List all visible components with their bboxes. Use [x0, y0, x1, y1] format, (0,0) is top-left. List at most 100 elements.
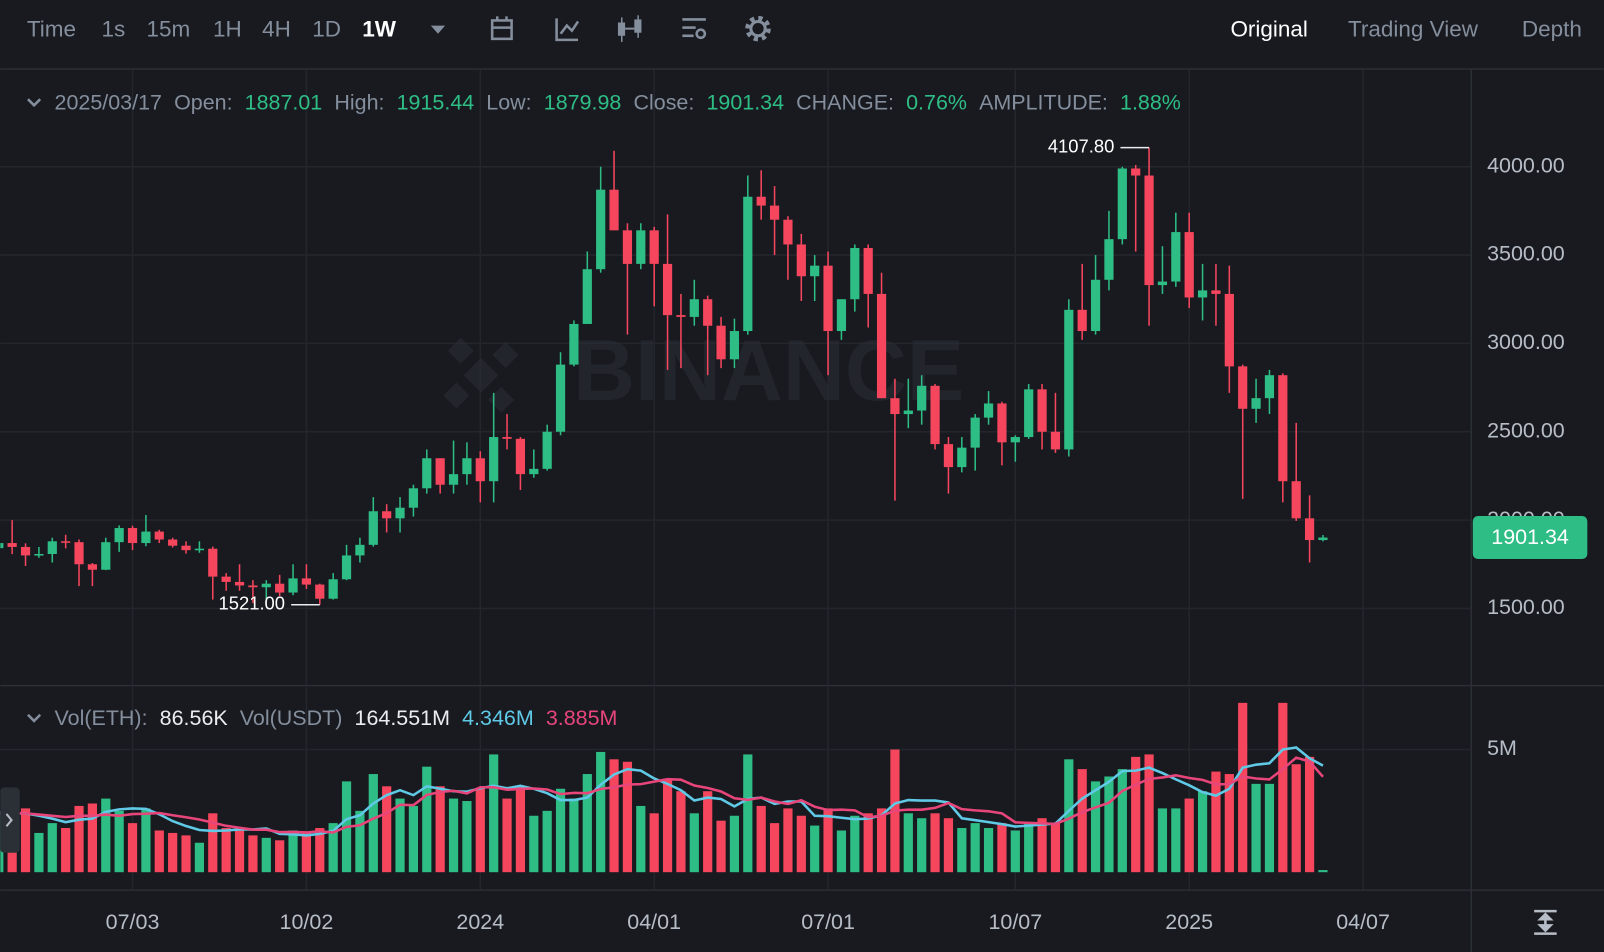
volume-bar [997, 823, 1007, 873]
volume-bar [248, 835, 258, 873]
label: CHANGE: [796, 90, 894, 114]
last-price-badge [1472, 516, 1588, 559]
candle-body [154, 531, 164, 540]
candle-body [716, 325, 726, 360]
y-tick-label: 1500.00 [1487, 595, 1565, 619]
volume-bar [261, 837, 271, 873]
candle-body [221, 576, 231, 582]
candle-body [1024, 389, 1034, 438]
interval-active[interactable]: 1W [362, 17, 397, 42]
label: Vol(ETH): [55, 706, 148, 730]
side-tab[interactable] [0, 787, 20, 853]
candle-body [743, 196, 753, 332]
candle-body [1238, 366, 1248, 409]
volume-bar [743, 754, 753, 873]
volume-bar [127, 823, 138, 873]
volume-bar [823, 808, 833, 873]
volume-bar [783, 808, 793, 873]
candle-body [1010, 437, 1020, 443]
candle-body [1318, 537, 1328, 541]
side-tab-icon[interactable] [5, 813, 13, 827]
volume-bar [328, 823, 338, 873]
candle-body [957, 447, 967, 468]
volume-bar [194, 842, 205, 873]
candle-body [796, 244, 806, 277]
candle-body [1104, 239, 1114, 280]
collapse-icon[interactable] [27, 713, 42, 723]
candle-body [970, 417, 980, 448]
candle-body [622, 230, 633, 264]
toolbar: Time 1s 15m 1H 4H 1D 1W Original Trading… [27, 15, 1582, 42]
volume-bar [1024, 823, 1034, 873]
value: 1915.44 [397, 90, 475, 114]
indicator-icon[interactable] [555, 18, 580, 42]
volume-bar [408, 805, 419, 873]
candle-body [408, 488, 419, 508]
interval[interactable]: 4H [262, 17, 291, 42]
candle-body [542, 431, 552, 469]
value: 0.76% [906, 90, 967, 114]
candle-body [850, 247, 860, 300]
candle-body [1251, 398, 1261, 409]
candle-body [315, 584, 325, 599]
candle-body [649, 230, 659, 264]
volume-bar [168, 832, 178, 873]
x-tick-label: 2024 [456, 910, 504, 934]
candle-body [609, 189, 619, 231]
volume-bar [1184, 798, 1194, 873]
ma-line [0, 756, 1324, 834]
candle-body [341, 555, 352, 580]
annotation-label: 4107.80 [1048, 136, 1114, 157]
template-icon[interactable] [682, 18, 707, 40]
candle-body [1291, 481, 1301, 519]
volume-bar [154, 830, 164, 873]
volume-bar [448, 798, 459, 873]
volume-bar [1037, 818, 1047, 873]
x-tick-label: 2025 [1165, 910, 1213, 934]
candle-body [502, 437, 512, 439]
watermark-text: BINANCE [573, 323, 964, 419]
candle-icon[interactable] [617, 15, 642, 42]
volume-bar [529, 815, 539, 873]
interval[interactable]: 1D [312, 17, 341, 42]
view-tab[interactable]: Trading View [1348, 17, 1479, 42]
candle-body [1184, 232, 1194, 298]
collapse-icon[interactable] [27, 98, 42, 108]
candle-body [983, 403, 994, 418]
view-tab-active[interactable]: Original [1230, 17, 1307, 42]
interval[interactable]: 1s [102, 17, 126, 42]
interval[interactable]: Time [27, 17, 76, 42]
candle-body [127, 528, 138, 544]
candle-body [569, 323, 579, 365]
interval[interactable]: 15m [147, 17, 191, 42]
volume-bar [355, 810, 365, 873]
candle-body [0, 543, 4, 549]
volume-bar [515, 786, 526, 873]
volume-bar [315, 828, 325, 873]
candle-body [489, 437, 499, 482]
interval[interactable]: 1H [213, 17, 242, 42]
volume-bar [569, 798, 579, 873]
volume-bar [1010, 830, 1020, 873]
candle-body [1117, 168, 1127, 240]
candle-body [422, 458, 432, 489]
volume-bar [275, 840, 285, 873]
dropdown-icon[interactable] [430, 25, 446, 34]
y-tick-label: 4000.00 [1487, 153, 1565, 177]
volume-bar [489, 754, 499, 873]
x-tick-label: 10/07 [988, 910, 1042, 934]
volume-bar [850, 815, 860, 873]
settings-icon[interactable] [745, 15, 771, 42]
volume-bar [555, 788, 566, 873]
ma-value: 4.346M [462, 706, 534, 730]
volume-bar [20, 808, 31, 873]
volume-bar [1264, 783, 1275, 873]
volume-bar [810, 825, 820, 873]
x-tick-label: 04/07 [1336, 910, 1390, 934]
calendar-icon[interactable] [490, 16, 513, 41]
scale-icon[interactable] [1534, 909, 1557, 935]
candle-body [141, 531, 151, 544]
view-tab[interactable]: Depth [1522, 17, 1582, 42]
volume-header: Vol(ETH): 86.56K Vol(USDT) 164.551M 4.34… [55, 706, 618, 730]
axes: 07/03 10/02 2024 04/01 07/01 10/07 2025 04/07 15… [106, 153, 1588, 934]
